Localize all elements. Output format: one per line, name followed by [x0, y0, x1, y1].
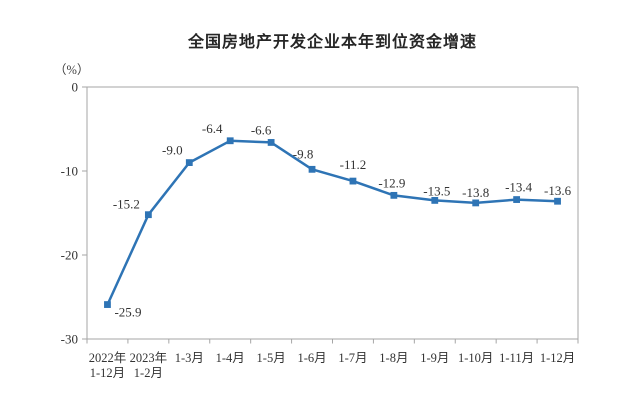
x-axis-tick-label: 1-7月	[338, 351, 367, 365]
data-point-label: -9.0	[162, 143, 183, 158]
data-point-label: -25.9	[114, 305, 141, 320]
y-axis-tick-label: -20	[61, 248, 78, 263]
y-axis-tick-label: 0	[72, 80, 79, 95]
y-axis-tick-label: -10	[61, 164, 78, 179]
data-point-marker	[513, 196, 521, 203]
data-point-label: -13.6	[544, 183, 572, 198]
y-axis-tick-label: -30	[61, 332, 78, 347]
x-axis-tick-label: 1-3月	[175, 351, 204, 365]
data-point-label: -9.8	[293, 146, 314, 161]
x-axis-tick-label: 1-5月	[257, 351, 286, 365]
data-point-label: -6.4	[202, 121, 223, 136]
data-point-marker	[349, 177, 357, 185]
data-point-label: -13.5	[423, 183, 450, 198]
data-point-marker	[472, 199, 480, 207]
data-point-label: -11.2	[340, 157, 367, 172]
x-axis-tick-label: 1-12月	[90, 366, 125, 380]
data-point-marker	[226, 137, 234, 145]
x-axis-tick-label: 1-8月	[379, 351, 408, 365]
data-point-marker	[308, 165, 316, 173]
data-point-marker	[554, 197, 561, 205]
data-point-label: -13.4	[505, 180, 533, 195]
data-point-label: -15.2	[113, 197, 140, 212]
data-point-label: -13.8	[462, 185, 489, 200]
x-axis-tick-label: 1-10月	[458, 351, 493, 365]
data-point-label: -12.9	[378, 175, 405, 190]
x-axis-tick-label: 1-6月	[297, 351, 326, 365]
data-point-label: -6.6	[251, 122, 272, 137]
x-axis-tick-label: 1-4月	[216, 351, 245, 365]
data-point-marker	[144, 211, 152, 219]
x-axis-tick-label: 1-9月	[420, 351, 449, 365]
data-point-marker	[431, 197, 439, 204]
data-point-marker	[390, 191, 398, 199]
series-line	[106, 139, 558, 306]
x-axis-tick-label: 1-2月	[134, 366, 163, 380]
data-point-marker	[104, 301, 111, 308]
data-point-marker	[267, 139, 275, 146]
x-axis-tick-label: 1-11月	[499, 351, 534, 365]
y-axis-unit-label: （%）	[54, 63, 90, 77]
x-axis-tick-label: 1-12月	[540, 351, 575, 365]
x-axis-tick-label: 2023年	[130, 351, 168, 365]
data-point-marker	[185, 159, 193, 166]
x-axis-tick-label: 2022年	[89, 351, 127, 365]
chart-title: 全国房地产开发企业本年到位资金增速	[187, 34, 477, 51]
